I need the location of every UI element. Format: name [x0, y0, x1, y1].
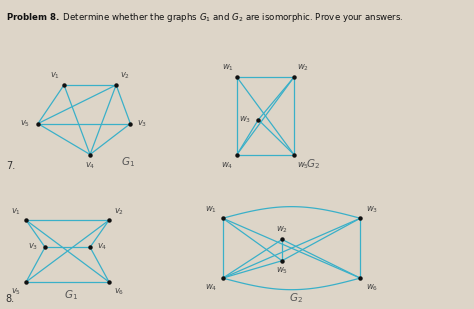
Text: $w_{3}$: $w_{3}$ [239, 115, 251, 125]
Text: $G_1$: $G_1$ [121, 155, 135, 169]
Text: $w_{6}$: $w_{6}$ [366, 282, 378, 293]
Text: $w_{2}$: $w_{2}$ [297, 62, 310, 73]
Text: $v_{2}$: $v_{2}$ [114, 206, 125, 217]
Text: $v_{6}$: $v_{6}$ [114, 286, 125, 297]
Text: $\mathbf{Problem\ 8.}$ Determine whether the graphs $G_1$ and $G_2$ are isomorph: $\mathbf{Problem\ 8.}$ Determine whether… [6, 11, 403, 24]
Text: $v_{3}$: $v_{3}$ [137, 118, 147, 129]
Text: $w_{1}$: $w_{1}$ [205, 205, 217, 215]
Text: $G_2$: $G_2$ [306, 157, 320, 171]
Text: $w_{3}$: $w_{3}$ [366, 205, 378, 215]
Text: 7.: 7. [6, 161, 15, 171]
Text: $w_{2}$: $w_{2}$ [276, 225, 288, 235]
Text: $G_1$: $G_1$ [64, 289, 78, 303]
Text: $v_{3}$: $v_{3}$ [28, 242, 38, 252]
Text: $w_{1}$: $w_{1}$ [221, 62, 234, 73]
Text: $v_{1}$: $v_{1}$ [50, 70, 61, 81]
Text: 8.: 8. [6, 294, 15, 304]
Text: $v_{5}$: $v_{5}$ [10, 286, 21, 297]
Text: $w_{4}$: $w_{4}$ [221, 160, 234, 171]
Text: $w_{4}$: $w_{4}$ [205, 282, 217, 293]
Text: $v_{1}$: $v_{1}$ [10, 206, 21, 217]
Text: $v_{5}$: $v_{5}$ [19, 118, 30, 129]
Text: $w_{5}$: $w_{5}$ [276, 265, 288, 276]
Text: $G_2$: $G_2$ [289, 291, 303, 305]
Text: $w_{5}$: $w_{5}$ [297, 160, 310, 171]
Text: $v_{2}$: $v_{2}$ [119, 70, 130, 81]
Text: $v_{4}$: $v_{4}$ [97, 242, 107, 252]
Text: $v_{4}$: $v_{4}$ [85, 161, 95, 171]
